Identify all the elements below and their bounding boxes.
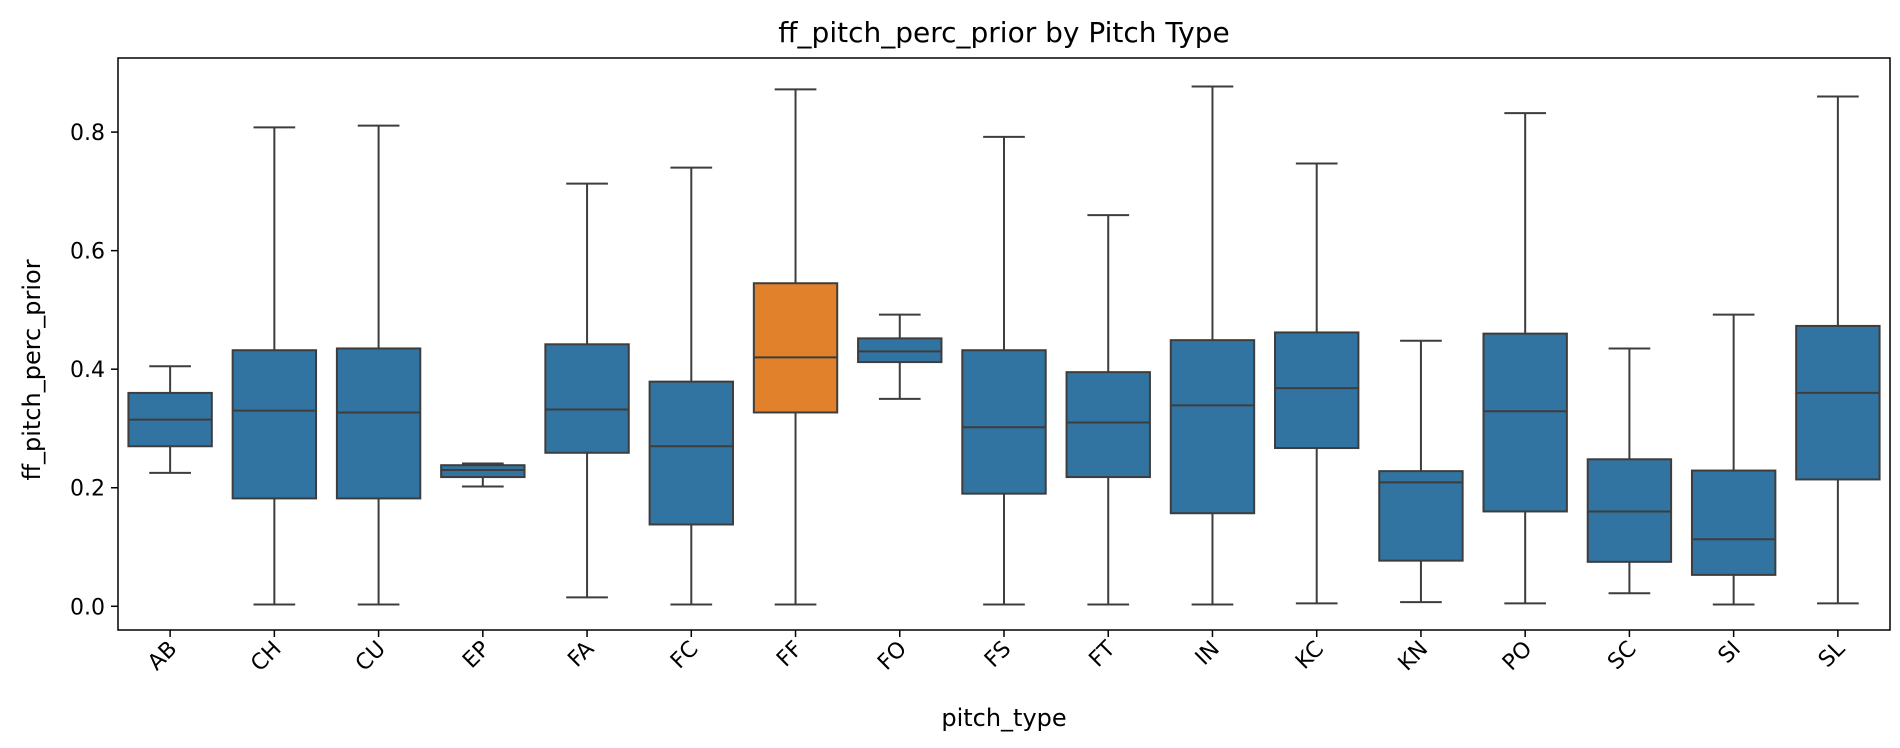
- y-axis-label: ff_pitch_perc_prior: [18, 259, 46, 480]
- iqr-box: [1274, 331, 1360, 450]
- box-si: [1690, 313, 1777, 606]
- box-cu: [335, 124, 422, 606]
- box-in: [1169, 85, 1256, 606]
- x-tick-label-fo: FO: [873, 637, 912, 676]
- x-axis-label: pitch_type: [941, 704, 1066, 732]
- iqr-box: [1065, 371, 1151, 479]
- chart-title: ff_pitch_perc_prior by Pitch Type: [778, 16, 1230, 49]
- iqr-box: [961, 349, 1047, 495]
- y-tick-label: 0.8: [70, 121, 105, 146]
- box-kn: [1378, 339, 1464, 604]
- box-fc: [648, 166, 734, 606]
- box-ch: [231, 126, 318, 606]
- y-axis: 0.0 0.2 0.4 0.6 0.8: [70, 121, 118, 620]
- x-tick-label-fs: FS: [980, 637, 1016, 673]
- y-tick-label: 0.2: [70, 477, 105, 502]
- y-tick-label: 0.4: [70, 358, 105, 383]
- box-kc: [1274, 162, 1360, 605]
- x-axis: AB CH CU EP FA FC FF FO FS FT IN KC KN PO SC SI SL: [143, 630, 1851, 677]
- box-sl: [1795, 95, 1881, 605]
- iqr-box: [857, 337, 943, 364]
- iqr-box: [335, 347, 422, 500]
- box-fa: [544, 182, 630, 599]
- y-tick-label: 0.0: [70, 595, 105, 620]
- iqr-box: [1169, 339, 1256, 515]
- box-ab: [127, 365, 213, 474]
- x-tick-label-si: SI: [1714, 637, 1746, 669]
- box-ep: [440, 462, 526, 488]
- iqr-box: [752, 282, 839, 414]
- iqr-box: [1482, 332, 1568, 513]
- x-tick-label-po: PO: [1498, 637, 1537, 676]
- box-ft: [1065, 214, 1151, 606]
- iqr-box: [1690, 469, 1777, 576]
- iqr-box: [1378, 470, 1464, 562]
- x-tick-label-fa: FA: [563, 637, 599, 673]
- x-tick-label-ep: EP: [458, 637, 495, 674]
- iqr-box: [648, 380, 734, 526]
- iqr-box: [544, 343, 630, 454]
- plot-area: [127, 85, 1881, 606]
- x-tick-label-fc: FC: [666, 637, 703, 674]
- y-tick-label: 0.6: [70, 240, 105, 265]
- x-tick-label-ff: FF: [772, 637, 808, 673]
- x-tick-label-sc: SC: [1603, 637, 1641, 675]
- x-tick-label-ft: FT: [1085, 636, 1121, 672]
- x-tick-label-kn: KN: [1394, 637, 1434, 677]
- x-tick-label-kc: KC: [1291, 637, 1329, 675]
- iqr-box: [440, 464, 526, 479]
- x-tick-label-cu: CU: [351, 637, 391, 677]
- box-sc: [1586, 347, 1673, 595]
- x-tick-label-sl: SL: [1814, 636, 1851, 673]
- box-fo: [857, 313, 943, 400]
- box-ff: [752, 88, 839, 606]
- x-tick-label-ab: AB: [143, 637, 182, 676]
- iqr-box: [231, 349, 318, 500]
- x-tick-label-ch: CH: [246, 637, 286, 677]
- iqr-box: [1795, 324, 1881, 481]
- box-fs: [961, 135, 1047, 606]
- box-po: [1482, 112, 1568, 605]
- x-tick-label-in: IN: [1191, 637, 1225, 671]
